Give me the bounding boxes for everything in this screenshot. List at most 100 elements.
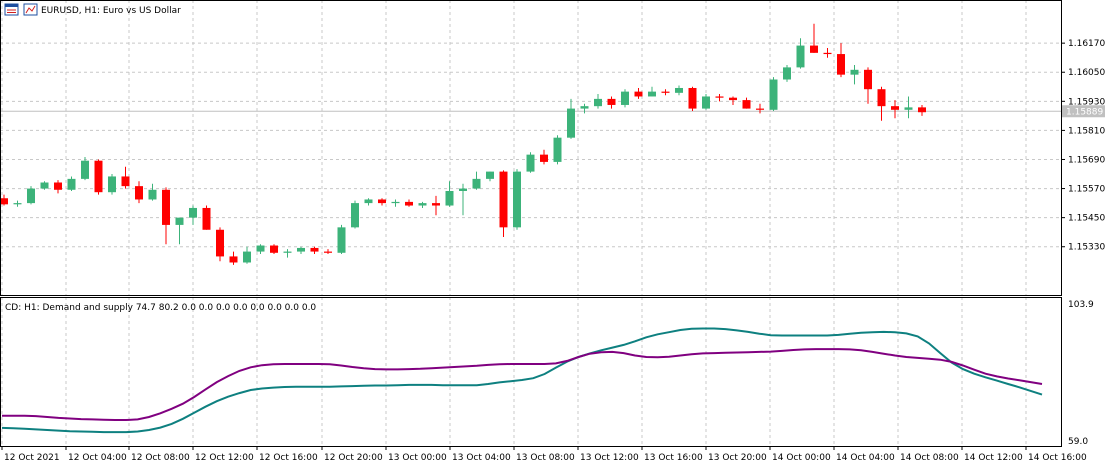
candle[interactable]: [135, 181, 143, 204]
candle[interactable]: [445, 181, 454, 207]
candle-body: [54, 182, 62, 190]
candle[interactable]: [162, 187, 170, 245]
indicator-chart-icon[interactable]: [23, 3, 38, 16]
time-tick-label: 13 Oct 12:00: [580, 453, 639, 463]
candle[interactable]: [432, 195, 440, 216]
price-tick-label: 1.15450: [1068, 214, 1105, 224]
candle[interactable]: [513, 169, 521, 230]
indicator-lines[interactable]: [1, 327, 1043, 434]
candle-body: [270, 245, 278, 253]
candle[interactable]: [823, 47, 832, 58]
candle[interactable]: [229, 251, 238, 265]
candle[interactable]: [567, 98, 575, 139]
candle[interactable]: [0, 194, 8, 206]
candle[interactable]: [621, 89, 629, 108]
candle[interactable]: [310, 246, 319, 255]
candle[interactable]: [661, 89, 670, 96]
candle[interactable]: [634, 87, 643, 99]
candle[interactable]: [648, 86, 656, 97]
candle-body: [783, 67, 791, 80]
candle-body: [553, 137, 562, 162]
candle[interactable]: [756, 103, 764, 114]
candle-body: [594, 98, 602, 107]
candle-body: [850, 69, 859, 75]
candle[interactable]: [243, 246, 251, 264]
candle[interactable]: [877, 86, 886, 121]
price-axis[interactable]: 1.16170 1.16050 1.15930 1.15810 1.15690 1.155…: [1061, 39, 1105, 253]
candle[interactable]: [351, 200, 359, 229]
candle[interactable]: [297, 246, 305, 255]
candle[interactable]: [378, 198, 386, 206]
candle[interactable]: [337, 224, 346, 255]
candle[interactable]: [796, 38, 805, 69]
candle[interactable]: [283, 249, 292, 258]
candle[interactable]: [742, 97, 751, 109]
candle[interactable]: [783, 64, 791, 82]
candle-body: [135, 186, 143, 200]
candles[interactable]: [0, 23, 926, 265]
indicator-series-line[interactable]: [1, 327, 1043, 434]
candle[interactable]: [594, 94, 602, 109]
candle[interactable]: [67, 176, 76, 191]
candle[interactable]: [553, 135, 562, 165]
candle-body: [202, 207, 211, 230]
candle[interactable]: [256, 244, 265, 255]
candle-body: [823, 52, 832, 55]
symbol-title: EURUSD, H1: Euro vs US Dollar: [41, 6, 181, 16]
candle[interactable]: [148, 183, 157, 201]
candle[interactable]: [40, 181, 49, 190]
time-tick-label: 13 Oct 16:00: [644, 453, 703, 463]
candle[interactable]: [391, 199, 400, 207]
candle[interactable]: [418, 201, 427, 208]
candle-body: [445, 190, 454, 206]
candle[interactable]: [121, 166, 130, 189]
candle-body: [162, 189, 170, 225]
candle-body: [459, 188, 467, 191]
candle[interactable]: [405, 199, 413, 207]
candle[interactable]: [688, 86, 697, 112]
candle[interactable]: [216, 227, 224, 262]
candle[interactable]: [364, 198, 373, 206]
candle[interactable]: [540, 149, 548, 165]
candle[interactable]: [810, 23, 818, 53]
indicator-axis[interactable]: 103.9 59.0: [1068, 300, 1094, 447]
candle[interactable]: [864, 67, 872, 104]
main-frame: [0, 0, 1062, 296]
candle[interactable]: [729, 96, 737, 105]
candle[interactable]: [486, 171, 494, 182]
candle-body: [216, 229, 224, 257]
candle[interactable]: [459, 183, 467, 216]
candle[interactable]: [607, 96, 616, 109]
candle[interactable]: [472, 171, 481, 190]
candle-body: [877, 89, 886, 107]
candle[interactable]: [81, 157, 89, 181]
candle[interactable]: [27, 186, 35, 205]
candle[interactable]: [324, 249, 332, 255]
candle[interactable]: [675, 85, 683, 96]
candle[interactable]: [918, 104, 926, 116]
candle[interactable]: [499, 170, 508, 238]
candle[interactable]: [715, 94, 724, 102]
time-axis[interactable]: 12 Oct 2021 12 Oct 04:00 12 Oct 08:00 12 Oc…: [1, 446, 1087, 463]
candle[interactable]: [108, 174, 116, 195]
candle-body: [729, 97, 737, 101]
candle[interactable]: [526, 152, 535, 173]
indicator-series-line[interactable]: [2, 348, 1043, 421]
candle[interactable]: [904, 96, 913, 119]
chart-window-icon[interactable]: [4, 3, 19, 16]
candle[interactable]: [270, 244, 278, 255]
candle[interactable]: [54, 180, 62, 194]
candle[interactable]: [850, 64, 859, 85]
candle[interactable]: [175, 217, 184, 245]
time-tick-label: 12 Oct 20:00: [324, 453, 383, 463]
candle[interactable]: [702, 94, 710, 110]
candle[interactable]: [189, 205, 197, 225]
candle[interactable]: [837, 43, 845, 78]
candle[interactable]: [94, 159, 103, 195]
candle[interactable]: [13, 200, 22, 207]
candle[interactable]: [891, 100, 899, 119]
candle[interactable]: [202, 205, 211, 230]
candle[interactable]: [580, 103, 589, 114]
candle[interactable]: [769, 77, 778, 112]
candle-body: [418, 203, 427, 206]
